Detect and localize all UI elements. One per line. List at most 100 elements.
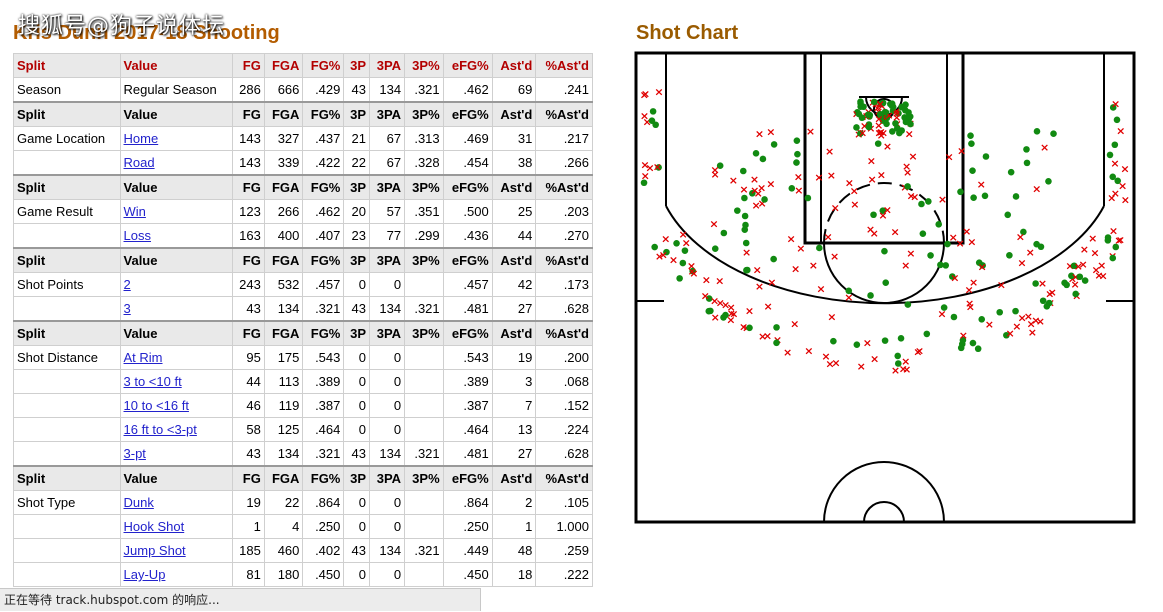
column-header[interactable]: 3PA — [368, 53, 406, 78]
column-header[interactable]: %Ast'd — [535, 53, 593, 78]
made-shot-marker — [770, 255, 777, 263]
split-value-link[interactable]: 16 ft to <3-pt — [123, 422, 197, 437]
split-value-link[interactable]: Jump Shot — [123, 543, 186, 558]
split-value-link[interactable]: Home — [123, 131, 159, 146]
column-header[interactable]: FGA — [263, 247, 304, 273]
column-header[interactable]: FG — [231, 101, 265, 127]
stat-cell: 1 — [231, 514, 265, 539]
split-value-link[interactable]: Win — [123, 204, 146, 219]
column-header[interactable]: %Ast'd — [535, 465, 593, 491]
column-header[interactable]: %Ast'd — [535, 320, 593, 346]
made-shot-marker — [904, 301, 912, 308]
column-header[interactable]: FG% — [302, 247, 345, 273]
column-header[interactable]: 3P% — [404, 53, 444, 78]
column-header[interactable]: 3P% — [404, 174, 444, 200]
split-value-link[interactable]: 2 — [123, 277, 131, 292]
column-header[interactable]: 3P — [343, 465, 370, 491]
split-value-link[interactable]: 10 to <16 ft — [123, 398, 189, 413]
column-header[interactable]: Ast'd — [491, 247, 537, 273]
column-header[interactable]: %Ast'd — [535, 174, 593, 200]
column-header[interactable]: 3P — [343, 247, 370, 273]
column-header[interactable]: FGA — [263, 174, 304, 200]
column-header[interactable]: 3P% — [404, 320, 444, 346]
column-header[interactable]: Value — [119, 465, 233, 491]
missed-shot-marker: × — [1032, 183, 1041, 196]
missed-shot-marker: × — [804, 345, 813, 358]
column-header[interactable]: FG% — [302, 174, 345, 200]
column-header[interactable]: Ast'd — [491, 174, 537, 200]
made-shot-marker — [761, 196, 768, 203]
missed-shot-marker: × — [901, 355, 910, 368]
column-header[interactable]: 3PA — [368, 174, 406, 200]
column-header[interactable]: Ast'd — [491, 53, 537, 78]
column-header[interactable]: eFG% — [442, 53, 493, 78]
column-header[interactable]: 3P% — [404, 465, 444, 491]
column-header[interactable]: eFG% — [442, 465, 493, 491]
column-header[interactable]: 3P — [343, 101, 370, 127]
column-header[interactable]: FG — [231, 247, 265, 273]
made-shot-marker — [1020, 228, 1027, 236]
column-header[interactable]: Split — [13, 174, 121, 200]
column-header[interactable]: eFG% — [442, 247, 493, 273]
column-header[interactable]: Value — [119, 320, 233, 346]
column-header[interactable]: 3PA — [368, 101, 406, 127]
made-shot-marker — [1006, 252, 1013, 259]
column-header[interactable]: 3P — [343, 320, 370, 346]
column-header[interactable]: Value — [119, 101, 233, 127]
column-header[interactable]: 3PA — [368, 320, 406, 346]
column-header[interactable]: Split — [13, 101, 121, 127]
column-header[interactable]: FGA — [263, 53, 304, 78]
column-header[interactable]: FG% — [302, 101, 345, 127]
column-header[interactable]: %Ast'd — [535, 101, 593, 127]
column-header[interactable]: eFG% — [442, 101, 493, 127]
split-value-link[interactable]: 3-pt — [123, 446, 146, 461]
column-header[interactable]: Split — [13, 320, 121, 346]
column-header[interactable]: Value — [119, 247, 233, 273]
column-header[interactable]: FG — [231, 53, 265, 78]
made-shot-marker — [857, 130, 864, 137]
column-header[interactable]: FG — [231, 465, 265, 491]
column-header[interactable]: FG — [231, 320, 265, 346]
split-value-link[interactable]: Hook Shot — [123, 519, 185, 534]
made-shot-marker — [883, 114, 891, 122]
split-value-link[interactable]: 3 to <10 ft — [123, 374, 182, 389]
split-value-link[interactable]: Loss — [123, 228, 151, 243]
column-header[interactable]: 3P — [343, 174, 370, 200]
made-shot-marker — [746, 324, 753, 332]
column-header[interactable]: FGA — [263, 465, 304, 491]
column-header[interactable]: %Ast'd — [535, 247, 593, 273]
missed-shot-marker: × — [1074, 260, 1083, 273]
column-header[interactable]: 3PA — [368, 465, 406, 491]
made-shot-marker — [1104, 237, 1112, 244]
column-header[interactable]: FG% — [302, 53, 345, 78]
column-header[interactable]: eFG% — [442, 174, 493, 200]
column-header[interactable]: Ast'd — [491, 465, 537, 491]
split-value-link[interactable]: At Rim — [123, 350, 163, 365]
column-header[interactable]: FG% — [302, 465, 345, 491]
column-header[interactable]: 3P% — [404, 101, 444, 127]
column-header[interactable]: 3P — [343, 53, 370, 78]
column-header[interactable]: Ast'd — [491, 320, 537, 346]
column-header[interactable]: FGA — [263, 101, 304, 127]
column-header[interactable]: Ast'd — [491, 101, 537, 127]
column-header[interactable]: Split — [13, 247, 121, 273]
column-header[interactable]: 3P% — [404, 247, 444, 273]
split-value-link[interactable]: Lay-Up — [123, 567, 166, 582]
split-value-link[interactable]: Dunk — [123, 495, 154, 510]
column-header[interactable]: FGA — [263, 320, 304, 346]
made-shot-marker — [1012, 193, 1020, 200]
column-header[interactable]: FG% — [302, 320, 345, 346]
column-header[interactable]: Value — [119, 53, 233, 78]
missed-shot-marker: × — [1071, 278, 1080, 291]
split-value-link[interactable]: Road — [123, 155, 155, 170]
stat-cell: 1 — [491, 514, 537, 539]
stat-cell: .321 — [404, 538, 444, 563]
split-value-link[interactable]: 3 — [123, 301, 131, 316]
column-header[interactable]: eFG% — [442, 320, 493, 346]
column-header[interactable]: FG — [231, 174, 265, 200]
column-header[interactable]: Split — [13, 465, 121, 491]
made-shot-marker — [919, 230, 927, 237]
column-header[interactable]: Split — [13, 53, 121, 78]
column-header[interactable]: 3PA — [368, 247, 406, 273]
column-header[interactable]: Value — [119, 174, 233, 200]
